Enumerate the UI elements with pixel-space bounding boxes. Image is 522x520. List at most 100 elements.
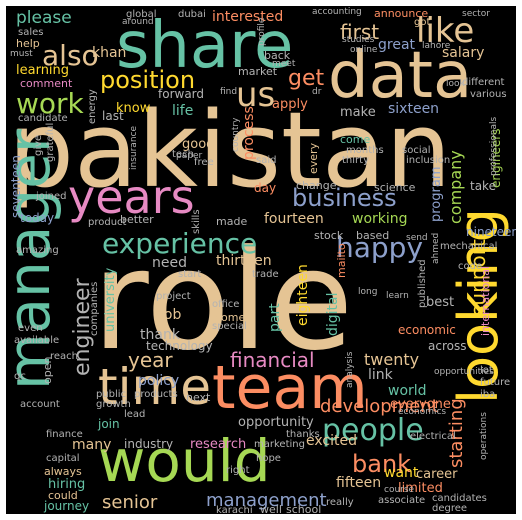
word-studies: studies [342, 35, 375, 45]
word-even: even [18, 323, 43, 334]
word-skills: skills [191, 209, 202, 234]
word-economic: economic [398, 323, 456, 337]
word-would: would [98, 427, 271, 495]
word-professionals: professionals [489, 116, 499, 176]
word-office: office [212, 299, 240, 310]
word-make: make [340, 105, 376, 120]
word-got: got [414, 17, 431, 28]
word-public: public [96, 389, 127, 400]
word-based: based [356, 229, 390, 242]
word-send: send [406, 233, 428, 243]
word-today: today [20, 211, 55, 225]
word-made: made [216, 215, 248, 228]
word-trade: trade [252, 269, 279, 280]
word-management: management [206, 490, 327, 511]
word-tech: tech [172, 149, 194, 160]
word-need: need [152, 255, 187, 271]
word-next: next [186, 391, 211, 404]
word-science: science [374, 181, 416, 194]
word-project: project [156, 291, 191, 302]
word-across: across [428, 339, 467, 353]
word-sales: sales [18, 27, 44, 38]
word-better: better [120, 213, 154, 226]
word-really: really [326, 497, 354, 508]
word-data: data [328, 39, 473, 113]
word-twenty: twenty [364, 350, 420, 369]
word-right: right [226, 465, 250, 476]
word-marketing: marketing [254, 439, 305, 450]
word-please: please [16, 8, 72, 28]
word-us: us [236, 75, 276, 115]
word-comment: comment [20, 77, 73, 90]
word-thirty: thirty [342, 155, 369, 166]
word-work: work [16, 87, 84, 120]
word-great: great [378, 37, 416, 53]
word-financial: financial [230, 348, 315, 372]
word-iba: iba [480, 389, 496, 400]
word-look: look [446, 79, 465, 89]
word-seventeen: seventeen [9, 155, 23, 218]
word-associate: associate [378, 495, 426, 506]
word-eighteen: eighteen [295, 264, 311, 326]
word-finance: finance [46, 429, 83, 440]
word-well: well [260, 503, 282, 514]
word-come: come [340, 133, 371, 146]
word-thanks: thanks [286, 429, 320, 440]
word-country: country [231, 117, 241, 152]
word-research: research [190, 437, 247, 452]
word-journey: journey [44, 499, 90, 513]
word-lahore: lahore [422, 41, 451, 51]
word-ahmed: ahmed [431, 232, 441, 264]
word-free: free [194, 157, 214, 168]
word-sector: sector [462, 9, 490, 19]
word-mailto: mailto [335, 243, 348, 278]
word-get: get [288, 66, 325, 91]
word-opportunity: opportunity [238, 415, 314, 430]
word-like: like [416, 11, 475, 51]
word-joined: joined [36, 191, 67, 202]
word-online: online [350, 45, 378, 55]
word-know: know [116, 101, 151, 116]
word-available: available [14, 335, 60, 346]
word-also: also [42, 39, 99, 72]
word-global: global [126, 9, 157, 20]
word-analysis: analysis [345, 351, 355, 388]
word-dubai: dubai [178, 9, 206, 20]
word-reach: reach [50, 351, 79, 362]
word-social: social [402, 145, 431, 156]
word-back: back [264, 49, 291, 62]
word-future: future [480, 377, 511, 388]
word-economics: economics [398, 407, 447, 417]
word-experience: experience [102, 227, 258, 260]
word-university: university [103, 267, 118, 332]
word-always: always [44, 465, 82, 478]
word-happy: happy [336, 231, 424, 264]
word-insurance: insurance [129, 125, 139, 170]
word-senior: senior [102, 492, 158, 513]
word-give: give [33, 134, 44, 156]
word-stock: stock [314, 229, 344, 242]
word-opportunities: opportunities [434, 367, 494, 377]
word-hiring: hiring [48, 477, 86, 492]
word-accounting: accounting [312, 7, 362, 17]
word-digital: digital [325, 292, 341, 336]
word-international: international [479, 265, 492, 336]
word-candidate: candidate [18, 113, 68, 124]
word-market: market [238, 65, 278, 78]
word-role: role [92, 220, 354, 381]
word-candidates: candidates [432, 493, 487, 504]
word-companies: companies [89, 281, 100, 336]
word-good: good [182, 137, 215, 152]
word-first: first [340, 20, 380, 44]
word-karachi: karachi [216, 505, 253, 515]
word-excited: excited [306, 433, 357, 449]
word-interested: interested [212, 9, 284, 25]
word-capital: capital [46, 453, 80, 464]
word-help: help [16, 37, 40, 50]
word-energy: energy [87, 89, 98, 124]
word-lead: lead [124, 409, 146, 420]
word-policy: policy [138, 373, 180, 389]
word-must: must [10, 49, 33, 59]
word-learning: learning [16, 63, 70, 78]
word-career: career [416, 467, 458, 482]
